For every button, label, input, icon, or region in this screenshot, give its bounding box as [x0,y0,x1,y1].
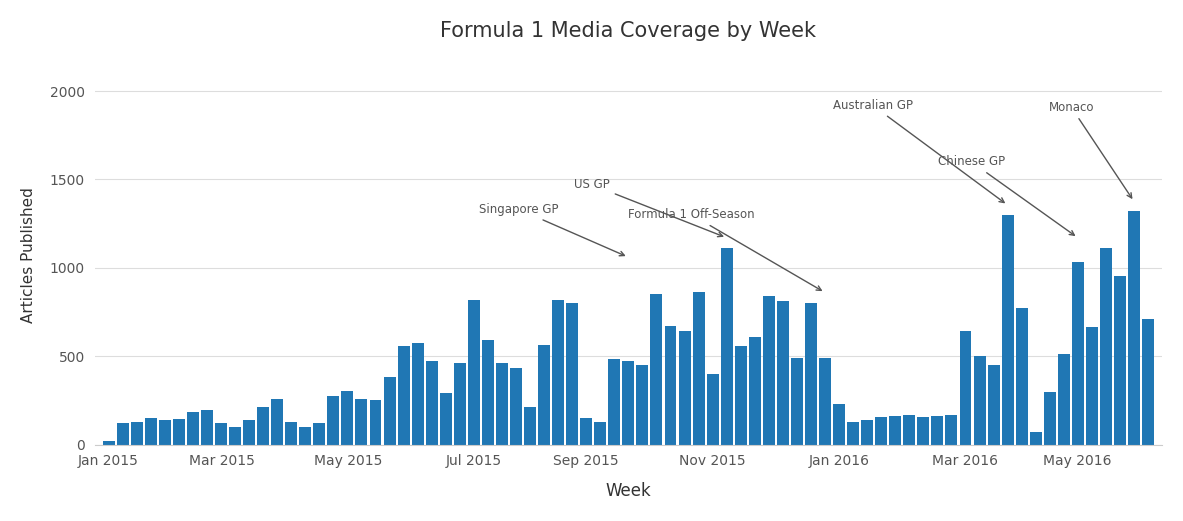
Bar [299,427,311,444]
Bar [847,421,859,444]
Bar [665,326,677,444]
Bar [706,374,718,444]
Bar [567,303,578,444]
Bar [974,356,985,444]
Bar [440,393,452,444]
Bar [1129,212,1140,444]
Bar [328,396,340,444]
Bar [397,346,409,444]
Bar [412,343,424,444]
Bar [201,410,213,444]
Bar [692,292,705,444]
Bar [720,249,732,444]
Y-axis label: Articles Published: Articles Published [21,187,35,322]
Bar [369,400,381,444]
Bar [651,294,662,444]
Bar [890,416,901,444]
Text: Singapore GP: Singapore GP [479,203,625,256]
Text: Monaco: Monaco [1048,101,1132,198]
Bar [608,359,620,444]
Bar [230,427,241,444]
Bar [271,399,283,444]
Title: Formula 1 Media Coverage by Week: Formula 1 Media Coverage by Week [440,21,816,41]
Bar [1114,276,1126,444]
Bar [622,362,634,444]
Bar [285,421,297,444]
Bar [1100,247,1112,444]
Bar [496,363,508,444]
Bar [426,361,438,444]
Bar [468,300,480,444]
Bar [244,420,256,444]
Bar [917,417,930,444]
Bar [791,358,803,444]
Bar [1029,432,1042,444]
Text: Formula 1 Off-Season: Formula 1 Off-Season [628,208,821,290]
Bar [356,399,368,444]
Bar [257,406,269,444]
Bar [945,415,957,444]
Bar [187,412,199,444]
Bar [580,418,593,444]
Bar [833,404,845,444]
Bar [959,330,971,444]
Bar [749,337,761,444]
Bar [679,330,691,444]
Bar [131,421,143,444]
Bar [342,391,354,444]
Bar [510,368,522,444]
Bar [763,296,775,444]
Bar [454,363,466,444]
Bar [481,340,493,444]
Bar [552,300,564,444]
Bar [117,424,129,444]
Bar [594,421,606,444]
Bar [931,416,943,444]
Bar [904,415,916,444]
Bar [215,424,227,444]
Bar [1016,307,1028,444]
Bar [103,441,115,444]
Bar [159,420,170,444]
Bar [875,417,887,444]
Bar [636,365,648,444]
Bar [777,302,789,444]
Bar [988,365,1000,444]
Bar [313,424,325,444]
Bar [819,358,830,444]
Bar [144,418,156,444]
Text: Australian GP: Australian GP [833,99,1004,203]
Bar [1058,354,1069,444]
Bar [1043,392,1055,444]
Text: US GP: US GP [574,178,723,237]
Bar [1072,262,1084,444]
Bar [524,407,536,444]
Bar [538,345,550,444]
Bar [1142,319,1155,444]
Bar [735,346,746,444]
Bar [173,419,185,444]
Bar [804,303,817,444]
Text: Chinese GP: Chinese GP [938,155,1074,235]
Bar [383,377,395,444]
X-axis label: Week: Week [606,482,652,500]
Bar [1086,327,1098,444]
Bar [1002,215,1014,444]
Bar [861,420,873,444]
